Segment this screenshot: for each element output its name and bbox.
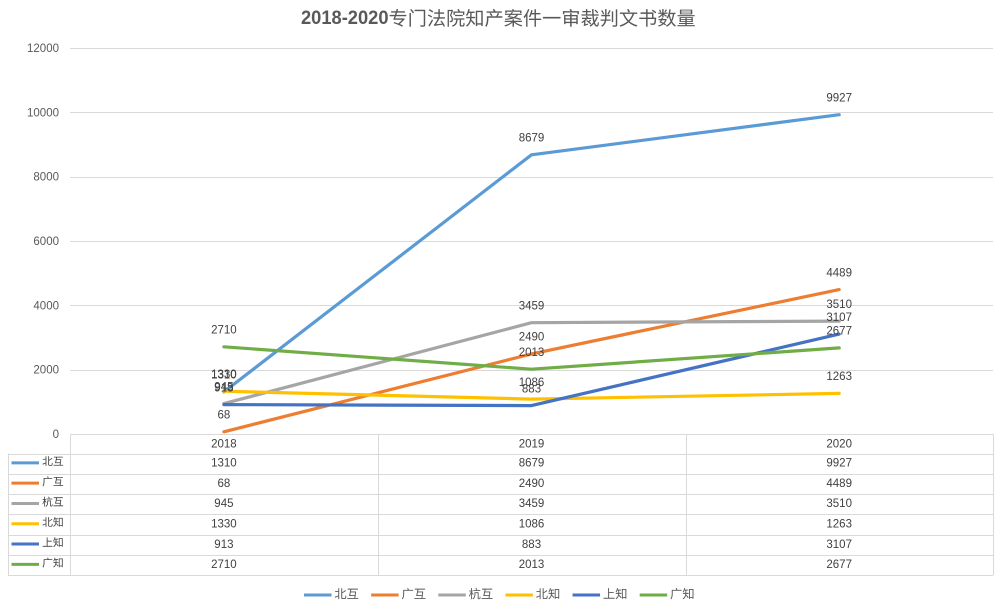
svg-text:883: 883 bbox=[522, 539, 541, 551]
svg-text:68: 68 bbox=[218, 478, 231, 490]
svg-text:2020: 2020 bbox=[826, 439, 852, 451]
svg-text:913: 913 bbox=[214, 382, 233, 394]
svg-text:1330: 1330 bbox=[211, 518, 237, 530]
svg-text:2019: 2019 bbox=[519, 439, 545, 451]
svg-text:4489: 4489 bbox=[826, 267, 852, 279]
svg-text:1310: 1310 bbox=[211, 370, 237, 382]
svg-text:4000: 4000 bbox=[33, 300, 59, 312]
svg-text:1263: 1263 bbox=[826, 518, 852, 530]
svg-text:0: 0 bbox=[53, 429, 59, 441]
svg-text:3510: 3510 bbox=[826, 299, 852, 311]
svg-text:2000: 2000 bbox=[33, 365, 59, 377]
svg-text:2710: 2710 bbox=[211, 325, 237, 337]
svg-text:8679: 8679 bbox=[519, 133, 545, 145]
svg-text:945: 945 bbox=[214, 498, 233, 510]
svg-text:2710: 2710 bbox=[211, 559, 237, 571]
svg-text:2018: 2018 bbox=[211, 439, 237, 451]
svg-text:6000: 6000 bbox=[33, 236, 59, 248]
svg-text:1086: 1086 bbox=[519, 518, 545, 530]
svg-text:9927: 9927 bbox=[826, 92, 852, 104]
svg-text:4489: 4489 bbox=[826, 478, 852, 490]
svg-text:8000: 8000 bbox=[33, 172, 59, 184]
svg-text:3107: 3107 bbox=[826, 312, 852, 324]
svg-text:9927: 9927 bbox=[826, 458, 852, 470]
svg-text:2013: 2013 bbox=[519, 347, 545, 359]
svg-text:2013: 2013 bbox=[519, 559, 545, 571]
svg-text:68: 68 bbox=[218, 410, 231, 422]
svg-text:3107: 3107 bbox=[826, 539, 852, 551]
svg-text:1330: 1330 bbox=[211, 369, 237, 381]
svg-text:2677: 2677 bbox=[826, 326, 852, 338]
svg-text:8679: 8679 bbox=[519, 458, 545, 470]
svg-text:883: 883 bbox=[522, 383, 541, 395]
svg-text:2490: 2490 bbox=[519, 332, 545, 344]
svg-text:2677: 2677 bbox=[826, 559, 852, 571]
svg-text:2490: 2490 bbox=[519, 478, 545, 490]
svg-text:3459: 3459 bbox=[519, 301, 545, 313]
svg-text:913: 913 bbox=[214, 539, 233, 551]
svg-text:1310: 1310 bbox=[211, 458, 237, 470]
svg-text:2018-2020: 2018-2020 bbox=[301, 8, 389, 29]
svg-text:10000: 10000 bbox=[27, 107, 59, 119]
svg-text:12000: 12000 bbox=[27, 43, 59, 55]
svg-text:1086: 1086 bbox=[519, 377, 545, 389]
svg-text:945: 945 bbox=[214, 381, 233, 393]
svg-text:3459: 3459 bbox=[519, 498, 545, 510]
svg-text:3510: 3510 bbox=[826, 498, 852, 510]
svg-text:1263: 1263 bbox=[826, 371, 852, 383]
